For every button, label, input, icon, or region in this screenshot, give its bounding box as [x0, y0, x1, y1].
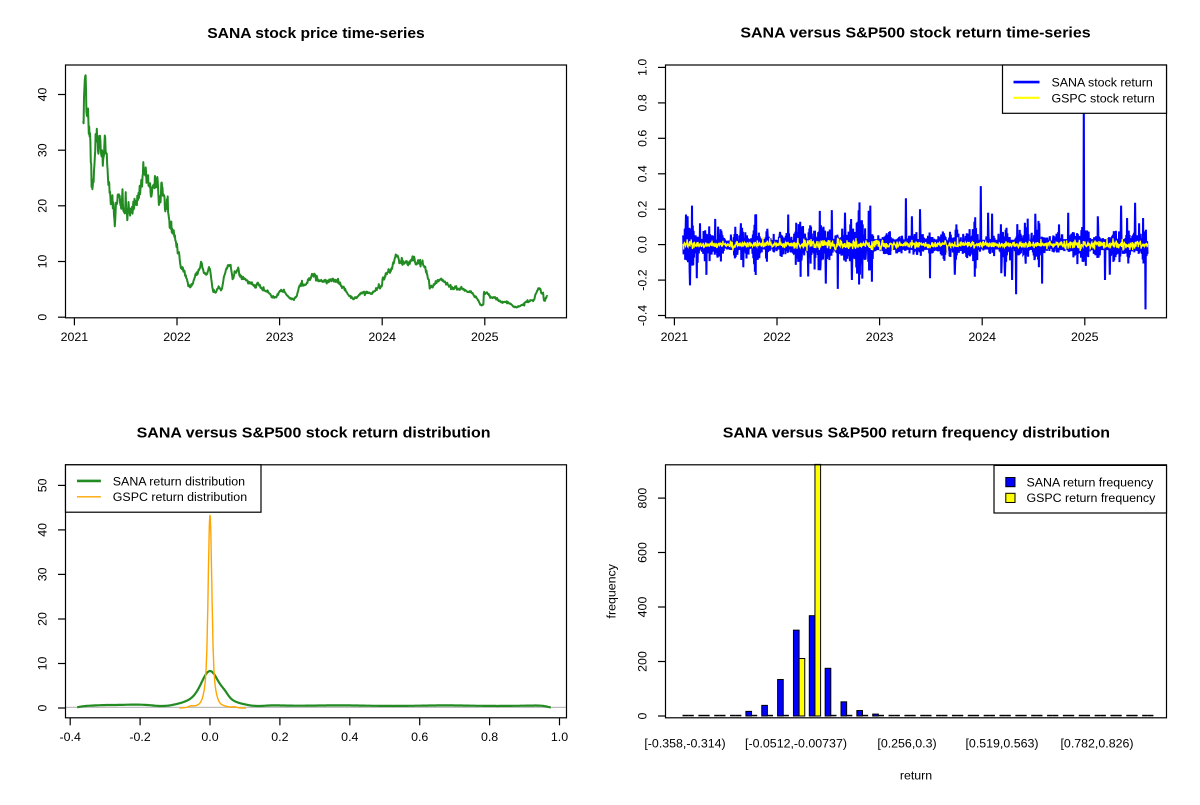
svg-text:2022: 2022 — [163, 330, 191, 344]
svg-text:[-0.0512,-0.00737): [-0.0512,-0.00737) — [745, 737, 847, 751]
svg-text:[0.519,0.563): [0.519,0.563) — [965, 737, 1038, 751]
svg-text:600: 600 — [635, 542, 649, 563]
svg-text:200: 200 — [635, 651, 649, 672]
svg-text:2025: 2025 — [1071, 330, 1099, 344]
svg-text:return: return — [900, 769, 932, 783]
svg-text:SANA return distribution: SANA return distribution — [113, 474, 245, 488]
svg-text:[0.782,0.826): [0.782,0.826) — [1060, 737, 1133, 751]
svg-text:-0.4: -0.4 — [60, 730, 81, 744]
svg-text:2023: 2023 — [266, 330, 294, 344]
svg-text:0: 0 — [35, 704, 49, 711]
svg-text:GSPC return frequency: GSPC return frequency — [1027, 491, 1157, 505]
svg-text:SANA versus S&P500 stock retur: SANA versus S&P500 stock return time-ser… — [740, 26, 1090, 42]
svg-text:2021: 2021 — [661, 330, 689, 344]
svg-text:0.8: 0.8 — [635, 94, 649, 111]
svg-text:2024: 2024 — [368, 330, 396, 344]
svg-text:0: 0 — [35, 314, 49, 321]
svg-text:1.0: 1.0 — [551, 730, 568, 744]
svg-text:0.0: 0.0 — [635, 236, 649, 253]
svg-text:-0.2: -0.2 — [129, 730, 150, 744]
svg-text:800: 800 — [635, 488, 649, 509]
svg-text:30: 30 — [35, 143, 49, 157]
svg-text:0.2: 0.2 — [635, 200, 649, 217]
svg-text:-0.4: -0.4 — [635, 305, 649, 326]
svg-text:0.0: 0.0 — [201, 730, 218, 744]
svg-text:GSPC stock return: GSPC stock return — [1052, 91, 1155, 105]
svg-text:0.6: 0.6 — [411, 730, 428, 744]
svg-text:SANA versus S&P500 return freq: SANA versus S&P500 return frequency dist… — [723, 425, 1110, 441]
svg-text:400: 400 — [635, 597, 649, 618]
svg-text:2024: 2024 — [968, 330, 996, 344]
svg-text:SANA versus S&P500 stock retur: SANA versus S&P500 stock return distribu… — [137, 425, 491, 441]
svg-text:SANA return frequency: SANA return frequency — [1027, 475, 1155, 489]
svg-text:20: 20 — [35, 612, 49, 626]
svg-text:[-0.358,-0.314): [-0.358,-0.314) — [644, 737, 725, 751]
svg-text:SANA stock price time-series: SANA stock price time-series — [207, 26, 425, 42]
svg-text:-0.2: -0.2 — [635, 269, 649, 290]
svg-text:0.6: 0.6 — [635, 130, 649, 147]
svg-text:0.4: 0.4 — [635, 165, 649, 182]
svg-text:10: 10 — [35, 657, 49, 671]
svg-text:40: 40 — [35, 523, 49, 537]
svg-text:SANA stock return: SANA stock return — [1052, 76, 1153, 90]
svg-text:20: 20 — [35, 199, 49, 213]
svg-text:40: 40 — [35, 88, 49, 102]
svg-text:GSPC return distribution: GSPC return distribution — [113, 490, 247, 504]
svg-text:2022: 2022 — [763, 330, 791, 344]
svg-text:0.8: 0.8 — [481, 730, 498, 744]
svg-text:[0.256,0.3): [0.256,0.3) — [877, 737, 936, 751]
svg-text:30: 30 — [35, 567, 49, 581]
svg-text:50: 50 — [35, 478, 49, 492]
svg-text:0.4: 0.4 — [341, 730, 358, 744]
svg-text:1.0: 1.0 — [635, 59, 649, 76]
svg-text:2025: 2025 — [471, 330, 499, 344]
svg-text:frequency: frequency — [605, 563, 619, 618]
svg-text:2023: 2023 — [866, 330, 894, 344]
svg-text:0: 0 — [635, 712, 649, 719]
svg-text:2021: 2021 — [61, 330, 89, 344]
svg-text:0.2: 0.2 — [271, 730, 288, 744]
svg-text:10: 10 — [35, 255, 49, 269]
